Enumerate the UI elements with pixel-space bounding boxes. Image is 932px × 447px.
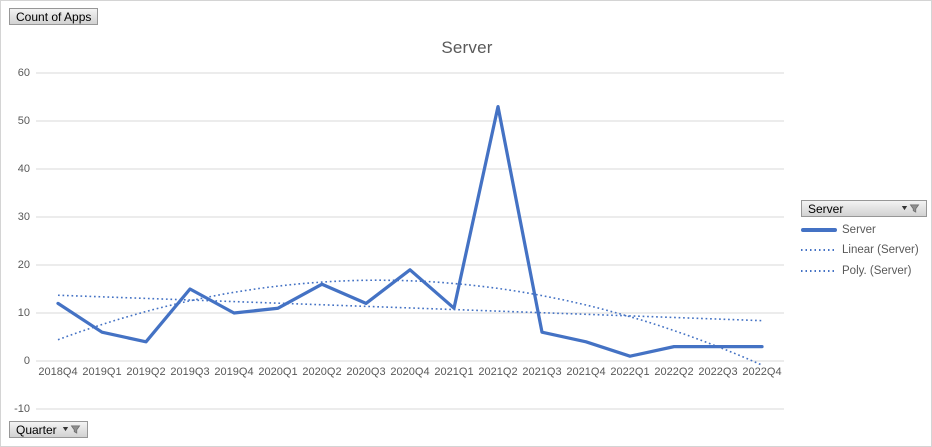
x-tick-label: 2022Q3 — [698, 366, 738, 378]
server-legend-field-button[interactable]: Server ▼ — [801, 200, 927, 217]
x-tick-label: 2022Q4 — [742, 366, 782, 378]
legend-entry-poly-trendline[interactable]: Poly. (Server) — [801, 263, 931, 278]
x-tick-label: 2020Q4 — [390, 366, 430, 378]
y-tick-label: 30 — [17, 211, 30, 223]
legend-entry-server[interactable]: Server — [801, 222, 931, 237]
field-button-label: Count of Apps — [16, 9, 92, 24]
x-tick-label: 2020Q2 — [302, 366, 342, 378]
legend-entry-label: Linear (Server) — [842, 244, 919, 256]
filter-funnel-icon — [909, 204, 920, 213]
x-tick-label: 2020Q1 — [258, 366, 298, 378]
y-tick-label: 20 — [17, 259, 30, 271]
y-tick-label: 50 — [17, 115, 30, 127]
x-tick-label: 2021Q3 — [522, 366, 562, 378]
x-tick-label: 2019Q3 — [170, 366, 210, 378]
x-tick-label: 2021Q4 — [566, 366, 606, 378]
y-tick-label: 10 — [17, 307, 30, 319]
field-button-label: Server — [808, 201, 844, 216]
legend-line-sample-dotted — [801, 269, 837, 272]
dropdown-arrow-icon: ▼ — [900, 205, 910, 212]
legend-line-sample-solid — [801, 227, 837, 232]
x-tick-label: 2020Q3 — [346, 366, 386, 378]
legend-entry-label: Server — [842, 223, 876, 236]
y-tick-label: 60 — [17, 67, 30, 79]
x-tick-label: 2021Q1 — [434, 366, 474, 378]
y-tick-label: 40 — [17, 163, 30, 175]
filter-funnel-icon — [70, 425, 80, 434]
series-line-server[interactable] — [56, 104, 764, 358]
y-tick-label: 0 — [23, 355, 30, 367]
x-tick-label: 2021Q2 — [478, 366, 518, 378]
legend-entry-label: Poly. (Server) — [842, 264, 912, 277]
x-tick-label: 2019Q2 — [126, 366, 166, 378]
chart-title: Server — [441, 38, 493, 57]
x-tick-label: 2022Q2 — [654, 366, 694, 378]
trendline-poly[interactable] — [57, 279, 763, 366]
x-tick-label: 2019Q4 — [214, 366, 254, 378]
field-button-label: Quarter — [16, 422, 57, 437]
dropdown-arrow-icon: ▼ — [60, 426, 70, 433]
x-tick-label: 2019Q1 — [82, 366, 122, 378]
x-tick-label: 2022Q1 — [610, 366, 650, 378]
x-tick-label: 2018Q4 — [38, 366, 78, 378]
legend-line-sample-dotted — [801, 249, 837, 251]
count-of-apps-field-button[interactable]: Count of Apps — [9, 8, 99, 25]
legend-entry-linear-trendline[interactable]: Linear (Server) — [801, 243, 931, 258]
trendline-linear[interactable] — [57, 294, 763, 322]
quarter-field-button[interactable]: Quarter ▼ — [9, 421, 88, 438]
y-tick-label: -10 — [14, 403, 30, 415]
